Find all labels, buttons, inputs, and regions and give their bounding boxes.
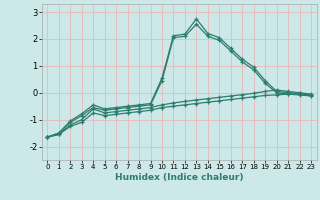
X-axis label: Humidex (Indice chaleur): Humidex (Indice chaleur): [115, 173, 244, 182]
